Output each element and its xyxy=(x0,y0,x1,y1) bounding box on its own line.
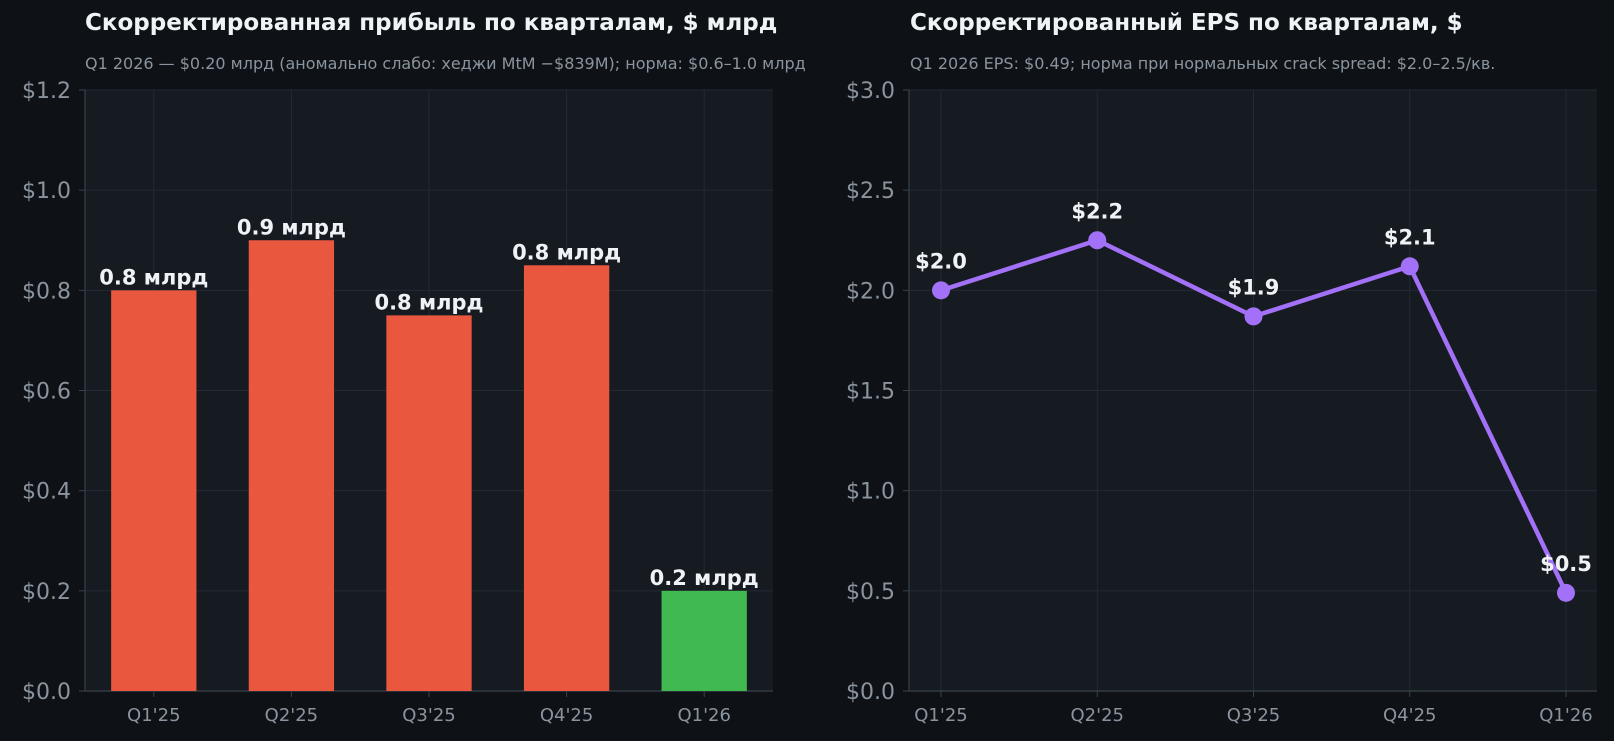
bar-chart-title: Скорректированная прибыль по кварталам, … xyxy=(85,10,778,36)
line-chart-y-tick-label: $2.5 xyxy=(846,179,895,204)
bar-chart-y-tick-label: $0.4 xyxy=(22,480,71,505)
line-chart-subtitle: Q1 2026 EPS: $0.49; норма при нормальных… xyxy=(910,54,1496,73)
eps-point xyxy=(1557,583,1575,602)
bar-chart-y-tick-label: $0.6 xyxy=(22,380,71,405)
bar-chart-x-tick-label: Q1'26 xyxy=(677,705,730,726)
line-chart-y-tick-label: $0.0 xyxy=(846,680,895,705)
bar-chart-subtitle: Q1 2026 — $0.20 млрд (аномально слабо: х… xyxy=(85,54,806,73)
eps-value-label: $0.5 xyxy=(1540,552,1592,576)
line-chart-x-tick-label: Q3'25 xyxy=(1227,705,1280,726)
line-chart-x-tick-label: Q1'25 xyxy=(914,705,967,726)
eps-point xyxy=(1088,231,1107,250)
line-chart-y-tick-label: $3.0 xyxy=(846,79,895,104)
bar-value-label: 0.8 млрд xyxy=(99,265,208,289)
bar-chart-y-tick-label: $0.2 xyxy=(22,580,71,605)
bar-chart-y-tick-label: $0.0 xyxy=(22,680,71,705)
eps-value-label: $2.0 xyxy=(915,249,967,273)
eps-value-label: $2.2 xyxy=(1071,199,1123,223)
bar-chart-x-tick-label: Q3'25 xyxy=(402,705,455,726)
bar-chart-x-tick-label: Q1'25 xyxy=(127,705,180,726)
bar-value-label: 0.2 млрд xyxy=(650,566,759,590)
bar-value-label: 0.8 млрд xyxy=(374,290,483,314)
bar-value-label: 0.8 млрд xyxy=(512,240,621,264)
bar-chart-y-tick-label: $0.8 xyxy=(22,279,71,304)
eps-value-label: $2.1 xyxy=(1384,225,1436,249)
bar-chart-x-tick-label: Q2'25 xyxy=(265,705,318,726)
line-chart-title: Скорректированный EPS по кварталам, $ xyxy=(910,10,1463,36)
bar xyxy=(111,290,197,691)
bar xyxy=(386,315,472,691)
bar xyxy=(248,240,335,691)
line-chart-x-tick-label: Q4'25 xyxy=(1383,705,1436,726)
bar-chart-y-tick-label: $1.2 xyxy=(22,79,71,104)
line-chart-y-tick-label: $1.0 xyxy=(846,480,895,505)
line-chart-y-tick-label: $2.0 xyxy=(846,279,895,304)
bar xyxy=(523,265,610,691)
line-chart-y-tick-label: $0.5 xyxy=(846,580,895,605)
eps-point xyxy=(1400,257,1419,276)
line-chart-x-tick-label: Q1'26 xyxy=(1539,705,1592,726)
eps-point xyxy=(1244,307,1263,326)
line-chart-x-tick-label: Q2'25 xyxy=(1071,705,1124,726)
bar-value-label: 0.9 млрд xyxy=(237,215,346,239)
eps-value-label: $1.9 xyxy=(1228,275,1280,299)
eps-point xyxy=(932,281,950,300)
line-chart-y-tick-label: $1.5 xyxy=(846,380,895,405)
bar xyxy=(661,590,747,691)
bar-chart-x-tick-label: Q4'25 xyxy=(540,705,593,726)
bar-chart-y-tick-label: $1.0 xyxy=(22,179,71,204)
